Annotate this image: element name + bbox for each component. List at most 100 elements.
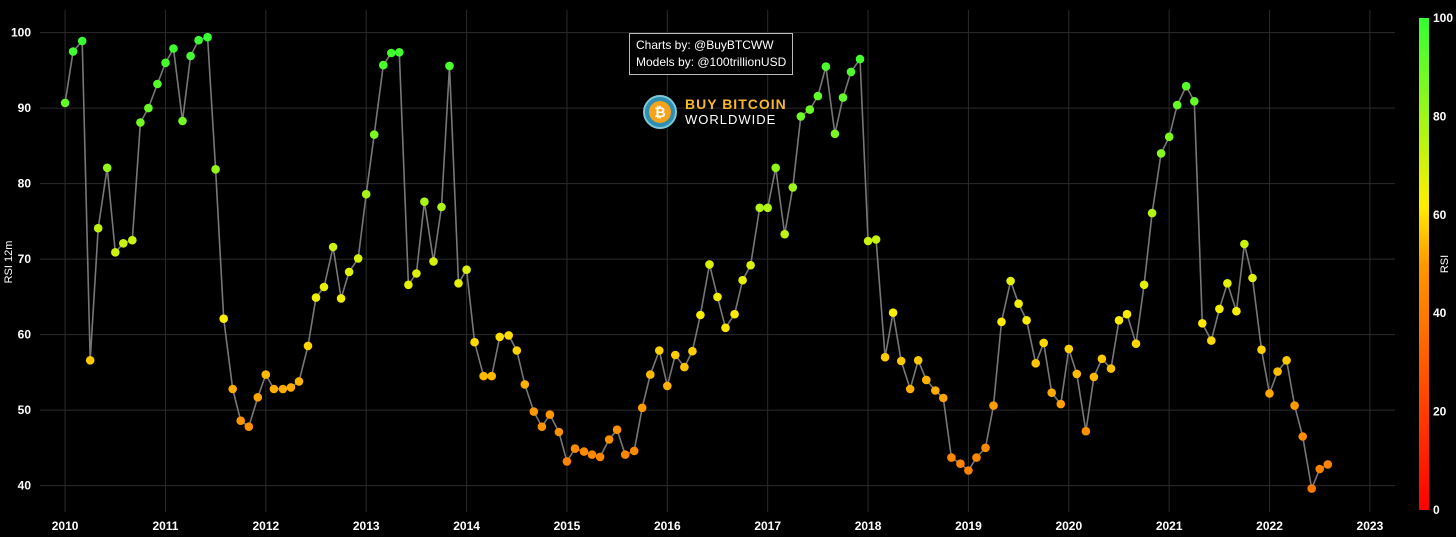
x-tick-label: 2018 [855,519,882,533]
bitcoin-icon: ₿ [643,95,677,129]
data-point [437,202,446,212]
data-point [646,370,655,379]
data-point [311,293,321,302]
y-tick-label: 100 [11,26,31,40]
data-point [888,308,898,318]
data-point [1139,280,1149,290]
data-point [981,443,990,453]
data-point [1223,279,1232,288]
data-point [77,36,87,46]
colorbar-tick-label: 100 [1433,11,1453,25]
data-points [60,32,1333,493]
data-point [269,384,279,394]
data-point [880,352,890,362]
data-point [387,48,396,58]
data-point [604,435,614,444]
data-point [905,384,915,394]
data-point [545,410,555,419]
colorbar-tick-label: 40 [1433,306,1447,320]
data-point [445,61,454,71]
data-point [1315,464,1324,474]
data-point [680,362,689,372]
x-tick-label: 2017 [754,519,781,533]
data-point [612,425,622,435]
data-point [813,91,823,101]
data-point [755,203,764,213]
data-point [454,279,463,288]
data-point [1172,100,1182,110]
credits-box: Charts by: @BuyBTCWW Models by: @100tril… [629,33,794,75]
buy-bitcoin-worldwide-logo: ₿ BUY BITCOIN WORLDWIDE [643,94,787,130]
data-point [203,32,212,42]
data-point [1131,339,1141,349]
x-tick-label: 2012 [252,519,279,533]
data-point [244,422,254,432]
data-point [1064,344,1074,354]
y-tick-label: 70 [18,252,32,266]
data-point [655,346,664,355]
data-point [153,79,162,89]
x-tick-label: 2023 [1357,519,1384,533]
x-tick-label: 2010 [52,519,79,533]
colorbar: 0 20 40 60 80 100 RSI [1419,11,1453,517]
data-point [379,60,388,70]
data-point [1047,388,1056,398]
data-point [1072,369,1082,379]
data-point [1232,306,1241,316]
data-point [1006,276,1015,286]
data-point [1031,359,1040,368]
credits-models-by: Models by: @100trillionUSD [636,55,787,69]
data-point [512,346,522,355]
data-point [1081,426,1091,436]
data-point [128,235,137,245]
data-point [989,401,998,410]
data-point [1248,273,1257,283]
x-tick-label: 2020 [1055,519,1082,533]
data-point [1240,239,1249,249]
data-point [1298,432,1307,441]
data-point [788,183,798,192]
data-point [913,356,923,365]
data-point [730,309,739,319]
x-tick-label: 2016 [654,519,681,533]
y-tick-label: 40 [18,479,32,493]
x-tick-label: 2022 [1256,519,1283,533]
data-point [404,280,413,290]
colorbar-title: RSI [1439,255,1451,273]
data-point [721,323,730,333]
data-point [964,466,973,475]
colorbar-gradient [1419,18,1429,510]
data-point [713,292,722,302]
data-point [211,165,220,174]
y-tick-label: 60 [18,328,32,342]
data-point [1147,208,1157,218]
data-point [972,453,981,462]
data-point [144,103,153,113]
data-point [85,356,95,365]
data-point [821,62,831,71]
data-point [253,393,263,402]
data-point [228,384,237,394]
data-point [1257,345,1266,355]
data-point [487,371,497,381]
data-point [111,248,120,257]
data-point [1207,336,1216,345]
y-tick-label: 90 [18,101,32,115]
data-point [871,235,881,244]
data-point [1106,364,1116,373]
data-point [738,275,747,285]
data-point [1039,338,1048,348]
colorbar-tick-label: 20 [1433,405,1447,419]
data-point [1164,132,1174,142]
credits-charts-by: Charts by: @BuyBTCWW [636,38,774,52]
data-point [286,383,296,392]
y-tick-label: 80 [18,177,32,191]
x-tick-label: 2019 [955,519,982,533]
data-point [68,47,78,56]
data-point [705,260,714,269]
logo-text-line1: BUY BITCOIN [685,96,787,112]
data-point [537,422,547,432]
data-point [429,257,438,266]
data-point [219,314,228,324]
data-point [1307,484,1316,493]
